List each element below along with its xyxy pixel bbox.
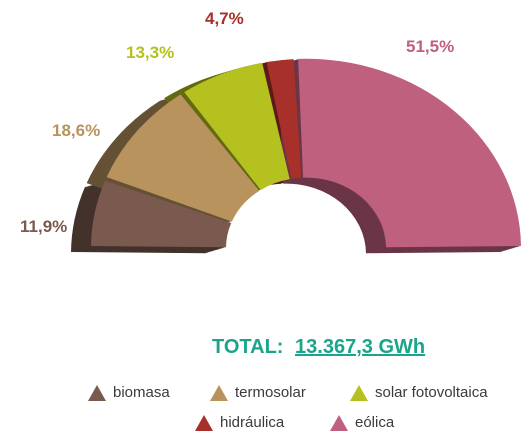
total-label: TOTAL: <box>212 336 284 358</box>
slice-biomasa <box>91 180 232 248</box>
legend-item-solar-fotovoltaica: solar fotovoltaica <box>350 384 488 401</box>
slice-eólica <box>298 58 521 248</box>
slice-top-layer <box>91 58 521 248</box>
triangle-icon <box>195 414 213 431</box>
legend-item-eolica: eólica <box>330 414 394 431</box>
legend-item-biomasa: biomasa <box>88 384 170 401</box>
legend-label-biomasa: biomasa <box>113 384 170 401</box>
data-label-solar-fotovoltaica: 13,3% <box>126 43 174 62</box>
total-value: 13.367,3 GWh <box>295 336 426 358</box>
legend-item-hidraulica: hidráulica <box>195 414 284 431</box>
triangle-icon <box>350 384 368 401</box>
data-label-hidráulica: 4,7% <box>205 9 244 28</box>
percentage-labels: 11,9% 18,6% 13,3% 4,7% 51,5% <box>20 9 454 236</box>
total-summary: TOTAL: 13.367,3 GWh <box>212 336 425 359</box>
slice-termosolar <box>106 94 260 222</box>
legend-label-solar-fotovoltaica: solar fotovoltaica <box>375 384 488 401</box>
legend-label-hidraulica: hidráulica <box>220 414 285 431</box>
legend-item-termosolar: termosolar <box>210 384 306 401</box>
triangle-icon <box>88 384 106 401</box>
slice-solar-fotovoltaica <box>184 62 290 190</box>
triangle-icon <box>210 384 228 401</box>
data-label-termosolar: 18,6% <box>52 121 100 140</box>
legend-label-termosolar: termosolar <box>235 384 306 401</box>
data-label-biomasa: 11,9% <box>20 217 67 236</box>
triangle-icon <box>330 414 348 431</box>
legend-label-eolica: eólica <box>355 414 395 431</box>
slice-hidráulica <box>266 59 302 179</box>
data-label-eólica: 51,5% <box>406 37 454 56</box>
